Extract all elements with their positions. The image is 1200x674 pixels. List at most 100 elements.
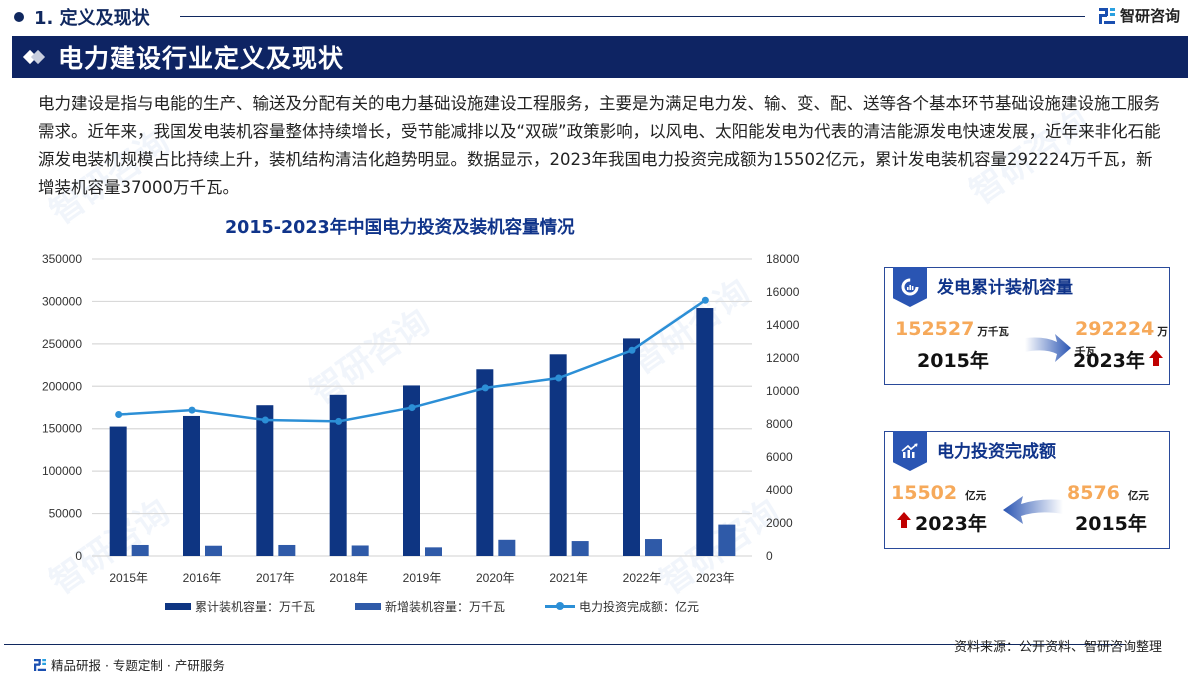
line-point xyxy=(481,384,489,392)
left-axis-tick: 0 xyxy=(75,549,82,563)
legend-label: 累计装机容量：万千瓦 xyxy=(195,600,316,614)
arrow-up-icon xyxy=(1149,350,1163,366)
tagline-text: 精品研报 · 专题定制 · 产研服务 xyxy=(51,658,225,673)
line-point xyxy=(115,410,123,418)
bar-cumulative xyxy=(476,369,494,556)
x-axis-tick: 2020年 xyxy=(476,571,515,585)
bar-chart-growth-icon xyxy=(901,443,918,458)
bar-cumulative xyxy=(403,385,420,556)
bar-cumulative xyxy=(109,426,127,556)
arrow-left-icon xyxy=(1003,496,1063,524)
chart-legend: 累计装机容量：万千瓦 新增装机容量：万千瓦 电力投资完成额：亿元 xyxy=(165,598,739,615)
card-title: 发电累计装机容量 xyxy=(937,278,1073,298)
legend-item-cumulative: 累计装机容量：万千瓦 xyxy=(165,598,315,615)
bar-cumulative xyxy=(256,405,274,556)
start-value-group: 152527 万千瓦 xyxy=(895,318,1009,340)
left-axis-tick: 150000 xyxy=(42,422,82,436)
legend-item-new: 新增装机容量：万千瓦 xyxy=(355,598,505,615)
left-axis-tick: 100000 xyxy=(42,464,82,478)
divider xyxy=(180,16,1085,17)
end-value-group: 292224 万千瓦 xyxy=(1075,318,1169,359)
capacity-card: 发电累计装机容量 152527 万千瓦 2015年 292224 万千瓦 2023年 xyxy=(884,267,1170,385)
section-heading: 1. 定义及现状 xyxy=(14,4,150,30)
bar-new xyxy=(645,539,662,556)
card-tag xyxy=(893,431,927,471)
bar-new xyxy=(425,547,442,556)
bar-new xyxy=(131,544,149,556)
investment-card: 电力投资完成额 15502 亿元 2023年 8576 亿元 2015年 xyxy=(884,431,1170,549)
legend-swatch xyxy=(165,603,191,610)
end-value-group: 15502 亿元 xyxy=(891,482,986,504)
left-axis-tick: 50000 xyxy=(49,507,83,521)
bullet-dot-icon xyxy=(14,12,24,22)
line-point xyxy=(701,296,709,304)
right-axis-tick: 6000 xyxy=(766,450,793,464)
bar-cumulative xyxy=(623,338,640,556)
bar-cumulative xyxy=(696,308,714,556)
line-point xyxy=(188,406,196,414)
brand-logo: 智研咨询 xyxy=(1098,5,1180,26)
title-banner: 电力建设行业定义及现状 xyxy=(12,36,1188,78)
line-point xyxy=(555,374,563,382)
brand-logo-icon xyxy=(34,658,46,671)
line-point xyxy=(628,346,636,354)
left-axis-tick: 350000 xyxy=(42,252,82,266)
right-axis-tick: 18000 xyxy=(766,252,800,266)
legend-item-investment: 电力投资完成额：亿元 xyxy=(545,598,699,615)
donut-chart-icon xyxy=(901,278,919,296)
bar-cumulative xyxy=(549,354,567,556)
x-axis-tick: 2018年 xyxy=(329,571,368,585)
end-unit: 亿元 xyxy=(965,490,987,502)
left-axis-tick: 300000 xyxy=(42,294,82,308)
bar-new xyxy=(498,539,516,556)
right-axis-tick: 10000 xyxy=(766,384,800,398)
start-unit: 万千瓦 xyxy=(977,326,1009,338)
x-axis-tick: 2016年 xyxy=(183,571,222,585)
end-value: 292224 xyxy=(1075,318,1155,340)
bar-new xyxy=(571,541,589,556)
legend-line-marker xyxy=(545,602,576,610)
right-axis-tick: 0 xyxy=(766,549,773,563)
section-title: 1. 定义及现状 xyxy=(34,8,150,29)
right-axis-tick: 4000 xyxy=(766,483,793,497)
line-point xyxy=(335,417,343,425)
left-axis-tick: 250000 xyxy=(42,337,82,351)
bar-new xyxy=(278,544,296,556)
arrow-right-icon xyxy=(1025,334,1071,362)
x-axis-tick: 2019年 xyxy=(403,571,442,585)
card-tag xyxy=(893,267,927,307)
end-value: 15502 xyxy=(891,482,958,504)
card-title: 电力投资完成额 xyxy=(937,442,1056,462)
bar-new xyxy=(718,524,736,556)
footer-tagline: 精品研报 · 专题定制 · 产研服务 xyxy=(34,655,225,674)
x-axis-tick: 2017年 xyxy=(256,571,295,585)
start-value: 8576 xyxy=(1067,482,1120,504)
start-unit: 亿元 xyxy=(1127,490,1149,502)
right-axis-tick: 12000 xyxy=(766,351,800,365)
start-value: 152527 xyxy=(895,318,975,340)
legend-label: 电力投资完成额：亿元 xyxy=(579,600,700,614)
arrow-up-icon xyxy=(897,512,911,528)
brand-name: 智研咨询 xyxy=(1119,7,1180,25)
right-axis-tick: 8000 xyxy=(766,417,793,431)
combo-chart: 0500001000001500002000002500003000003500… xyxy=(42,252,800,585)
body-paragraph: 电力建设是指与电能的生产、输送及分配有关的电力基础设施建设工程服务，主要是为满足… xyxy=(38,94,1161,197)
left-axis-tick: 200000 xyxy=(42,379,82,393)
line-point xyxy=(408,404,416,412)
legend-swatch xyxy=(355,603,382,610)
start-year: 2015年 xyxy=(1075,513,1147,535)
x-axis-tick: 2023年 xyxy=(696,571,735,585)
x-axis-tick: 2015年 xyxy=(109,571,148,585)
footer-divider xyxy=(4,644,1124,645)
bar-cumulative xyxy=(183,415,200,556)
bar-new xyxy=(351,545,369,556)
brand-logo-icon xyxy=(1098,7,1115,24)
page-title: 电力建设行业定义及现状 xyxy=(58,44,345,73)
diamond-icon xyxy=(24,50,48,64)
legend-label: 新增装机容量：万千瓦 xyxy=(385,600,506,614)
bar-new xyxy=(205,545,222,556)
start-year: 2015年 xyxy=(917,350,989,372)
start-value-group: 8576 亿元 xyxy=(1067,482,1149,504)
line-point xyxy=(261,416,269,424)
right-axis-tick: 16000 xyxy=(766,285,800,299)
